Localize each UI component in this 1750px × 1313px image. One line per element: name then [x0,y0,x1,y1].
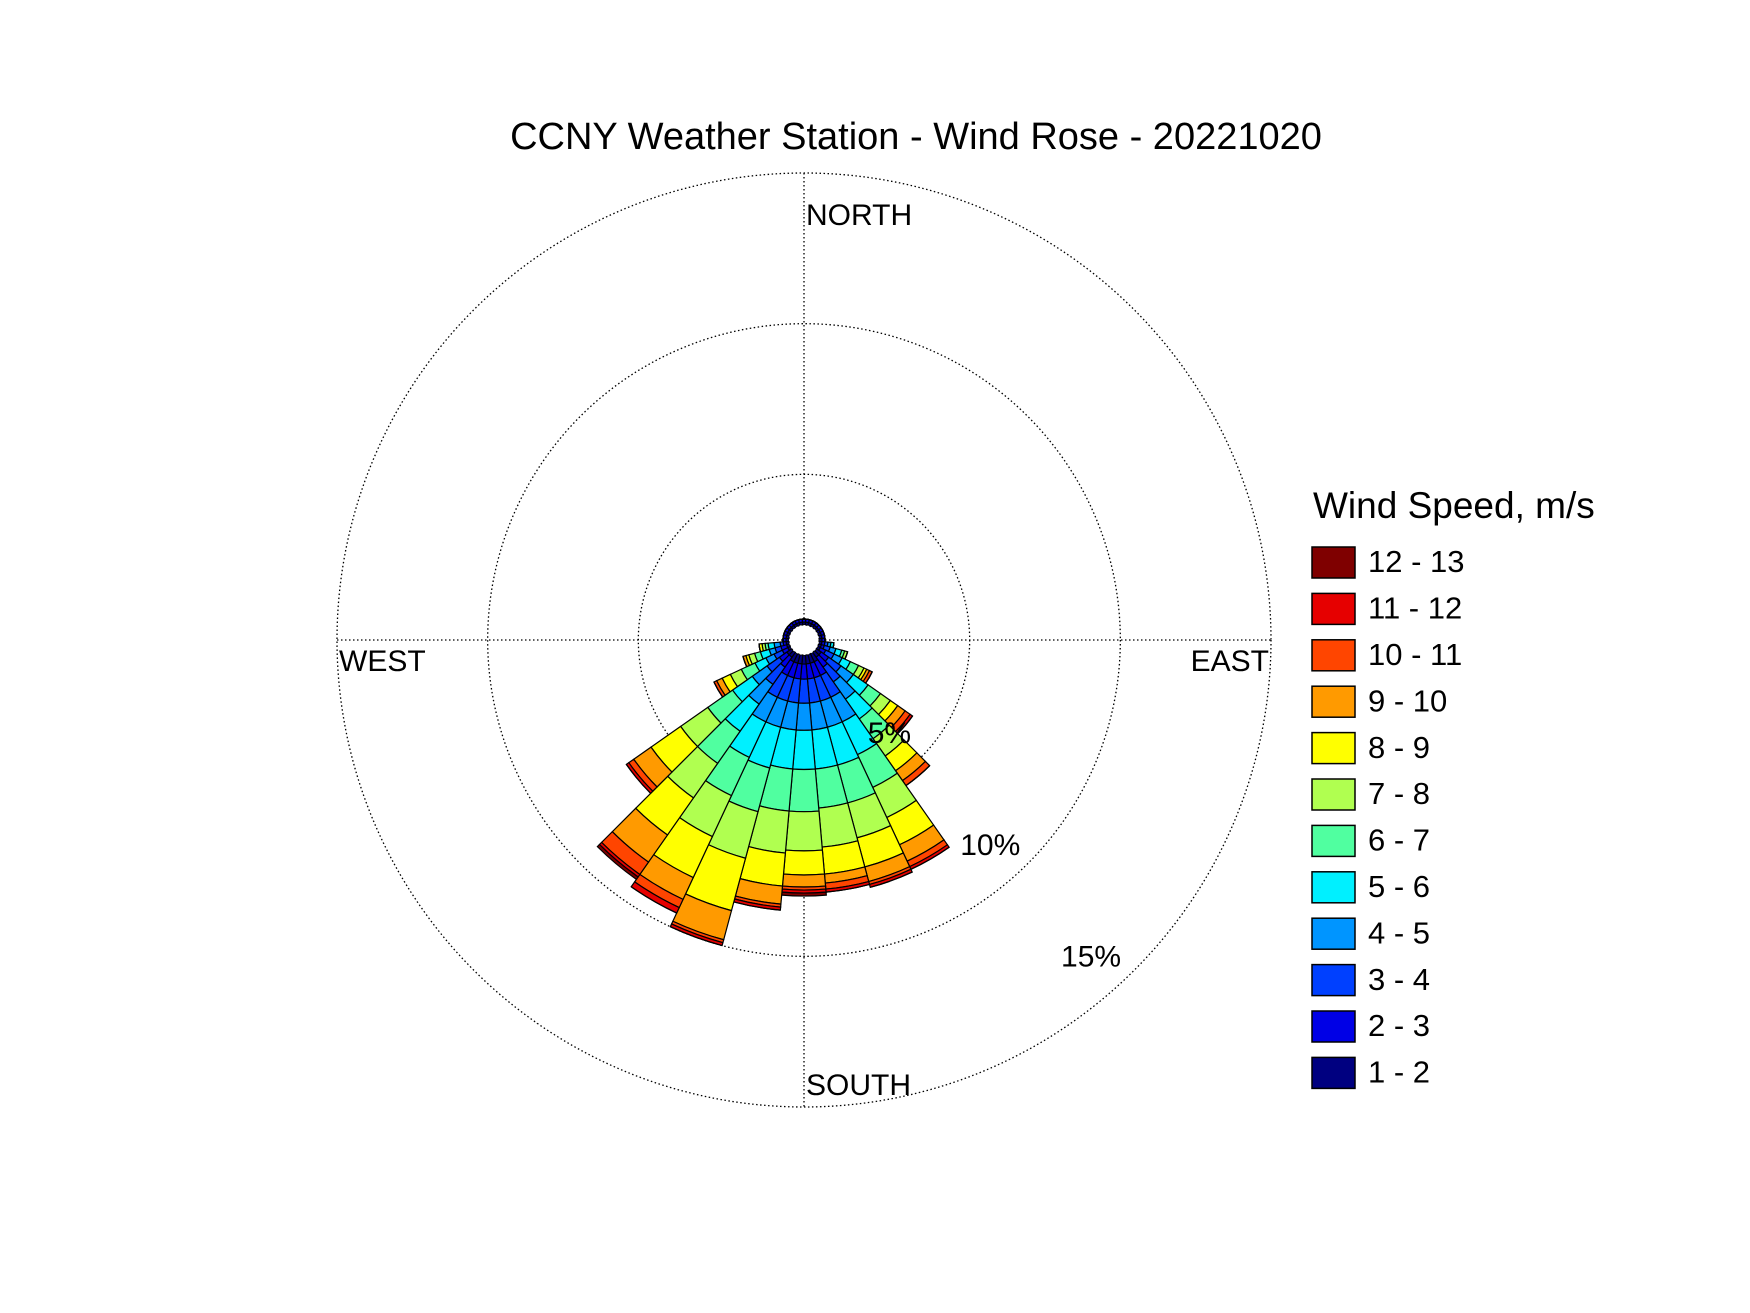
legend-label: 4 - 5 [1368,915,1430,950]
legend-label: 3 - 4 [1368,962,1430,997]
grid-ring [487,323,1121,957]
direction-label: SOUTH [806,1069,911,1102]
legend-label: 8 - 9 [1368,730,1430,765]
legend-swatch [1311,1010,1356,1043]
legend-label: 5 - 6 [1368,869,1430,904]
wind-wedge [870,871,913,888]
legend-label: 9 - 10 [1368,683,1447,718]
legend-swatch [1311,963,1356,997]
legend-swatch [1311,546,1356,579]
legend-swatch [1311,871,1356,904]
legend-swatch [1311,731,1356,765]
ring-label: 10% [960,829,1020,862]
legend-swatch [1311,1056,1356,1090]
legend-swatch [1311,824,1356,858]
legend-title: Wind Speed, m/s [1313,485,1595,526]
direction-label: EAST [1191,645,1269,678]
legend-swatch [1311,592,1356,626]
legend-swatch [1311,639,1356,672]
wind-wedge [758,643,761,652]
wind-wedge [788,768,820,813]
legend-swatch [1311,685,1356,718]
legend-label: 2 - 3 [1368,1008,1430,1043]
wind-wedge [742,656,748,667]
ring-label: 15% [1061,941,1121,974]
legend-label: 1 - 2 [1368,1055,1430,1090]
wind-wedge [781,873,827,888]
direction-label: NORTH [806,199,912,232]
wind-wedge [798,618,803,621]
legend-label: 7 - 8 [1368,776,1430,811]
chart-title: CCNY Weather Station - Wind Rose - 20221… [510,116,1322,158]
center-hole [788,624,820,656]
legend-swatch [1311,917,1356,950]
wind-wedge [630,886,677,914]
wind-wedge [784,810,824,852]
legend: 1 - 2 2 - 3 3 - 4 4 - 5 5 - 6 6 - 7 7 - 8 8 - 9… [1311,544,1465,1090]
legend-label: 12 - 13 [1368,544,1465,579]
bars [596,618,950,947]
labels: 5% 10% 15% NORTH EAST SOUTH WEST [339,199,1269,1102]
wind-wedge [596,843,639,881]
legend-label: 10 - 11 [1368,637,1462,672]
direction-label: WEST [339,645,426,678]
wind-wedge [781,891,827,897]
wind-wedge [782,849,826,876]
ring-label: 5% [868,717,911,750]
legend-label: 11 - 12 [1368,591,1462,626]
legend-label: 6 - 7 [1368,823,1430,858]
legend-swatch [1311,778,1356,811]
wind-wedge [670,926,723,947]
